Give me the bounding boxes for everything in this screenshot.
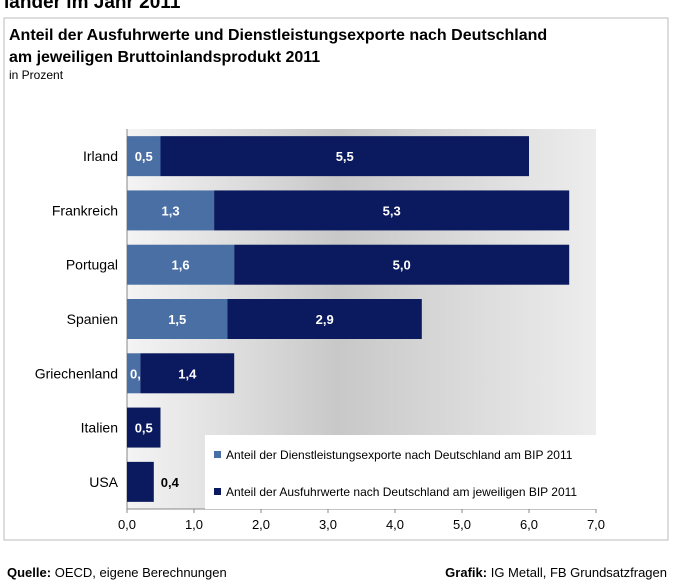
data-label: 1,5: [168, 312, 186, 327]
legend-label: Anteil der Dienstleistungsexporte nach D…: [226, 448, 573, 462]
legend-swatch: [214, 488, 221, 495]
y-tick-label: Griechenland: [35, 365, 118, 381]
x-tick-label: 5,0: [453, 517, 471, 532]
legend-label: Anteil der Ausfuhrwerte nach Deutschland…: [226, 485, 577, 499]
bar-segment: [127, 299, 228, 339]
y-tick-label: Spanien: [67, 311, 118, 327]
y-tick-label: Portugal: [66, 257, 118, 273]
data-label: 5,0: [393, 258, 411, 273]
subtitle: in Prozent: [9, 68, 64, 82]
bar-segment: [127, 407, 161, 448]
chart-title: am jeweiligen Bruttoinlandsprodukt 2011: [9, 49, 320, 66]
y-tick-label: USA: [89, 474, 118, 490]
x-tick-label: 7,0: [587, 517, 605, 532]
y-tick-label: Frankreich: [52, 202, 118, 218]
header-fragment: länder im Jahr 2011: [4, 0, 181, 13]
data-label: 1,3: [162, 203, 180, 218]
bar-segment: [127, 190, 215, 231]
bar-segment: [227, 299, 422, 339]
data-label: 1,4: [178, 366, 197, 381]
source: Quelle: OECD, eigene Berechnungen: [7, 565, 227, 580]
data-label: 5,3: [383, 203, 401, 218]
bar-segment: [127, 353, 141, 394]
bar-segment: [234, 244, 570, 285]
y-tick-label: Irland: [83, 148, 118, 164]
x-tick-label: 0,0: [118, 517, 136, 532]
data-label: 1,6: [172, 258, 190, 273]
x-tick-label: 3,0: [319, 517, 337, 532]
chart-title: Anteil der Ausfuhrwerte und Dienstleistu…: [9, 27, 547, 44]
bar-segment: [127, 136, 161, 177]
x-tick-label: 2,0: [252, 517, 270, 532]
bar-segment: [140, 353, 235, 394]
bar-segment: [127, 461, 154, 502]
legend-swatch: [214, 451, 221, 458]
frame: [3, 17, 669, 541]
data-label: 2,9: [316, 312, 334, 327]
bar-segment: [214, 190, 570, 231]
y-tick-label: Italien: [81, 420, 118, 436]
data-label: 0,4: [161, 475, 180, 490]
data-label: 0,5: [135, 421, 153, 436]
x-tick-label: 6,0: [520, 517, 538, 532]
bar-segment: [127, 244, 235, 285]
credit: Grafik: IG Metall, FB Grundsatzfragen: [445, 565, 667, 580]
x-tick-label: 1,0: [185, 517, 203, 532]
x-tick-label: 4,0: [386, 517, 404, 532]
data-label: 5,5: [336, 149, 354, 164]
legend: [205, 435, 596, 509]
bar-segment: [160, 136, 529, 177]
data-label: 0,5: [135, 149, 153, 164]
